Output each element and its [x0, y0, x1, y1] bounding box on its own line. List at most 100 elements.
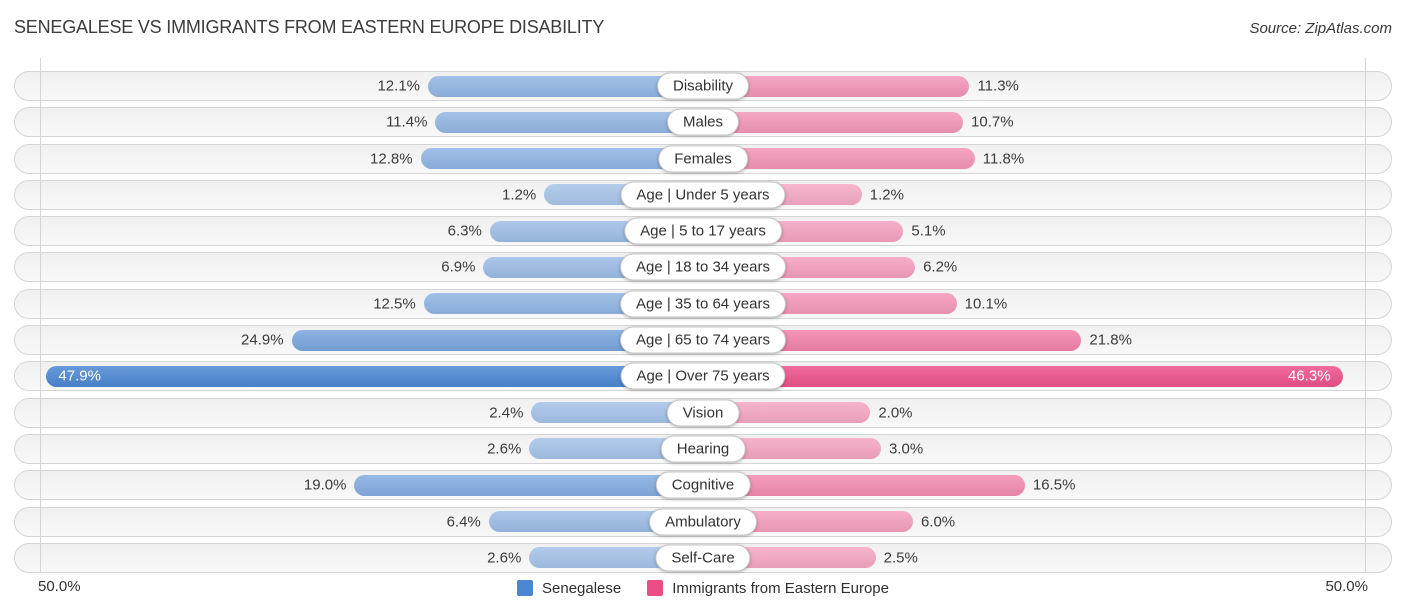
senegalese-bar [531, 402, 703, 424]
senegalese-value-label: 2.6% [487, 440, 522, 458]
immigrants-bar [703, 148, 975, 170]
legend: Senegalese Immigrants from Eastern Europ… [14, 577, 1392, 599]
senegalese-bar [420, 148, 703, 170]
immigrants-value-label: 10.1% [964, 295, 1008, 313]
category-label: Age | 35 to 64 years [636, 295, 770, 313]
senegalese-value-label: 12.8% [370, 150, 413, 168]
senegalese-bar: 47.9% [46, 365, 703, 387]
legend-label-immigrants: Immigrants from Eastern Europe [672, 579, 889, 597]
category-label: Cognitive [671, 476, 735, 494]
category-pill: Cognitive [655, 471, 751, 499]
category-pill: Vision [666, 399, 740, 427]
category-pill: Age | Over 75 years [620, 362, 786, 390]
immigrants-value-label: 6.2% [923, 258, 958, 276]
chart-row: 6.9% 6.2% Age | 18 to 34 years [14, 252, 1392, 283]
senegalese-value-label: 24.9% [241, 331, 284, 349]
chart-row: 12.5% 10.1% Age | 35 to 64 years [14, 288, 1392, 319]
immigrants-bar [703, 438, 881, 460]
category-label: Age | Over 75 years [636, 367, 770, 385]
chart-row: 2.6% 2.5% Self-Care [14, 542, 1392, 573]
senegalese-value-label: 19.0% [303, 476, 347, 494]
senegalese-bar [435, 111, 703, 133]
category-label: Age | 65 to 74 years [636, 331, 770, 349]
senegalese-bar [291, 329, 703, 351]
senegalese-bar [529, 438, 703, 460]
immigrants-value-label: 1.2% [869, 186, 904, 204]
page-title: SENEGALESE VS IMMIGRANTS FROM EASTERN EU… [14, 17, 605, 37]
chart-row: 12.1% 11.3% Disability [14, 71, 1392, 101]
chart-header: SENEGALESE VS IMMIGRANTS FROM EASTERN EU… [0, 0, 1406, 38]
category-label: Ambulatory [665, 513, 741, 531]
chart: 12.1% 11.3% Disability 11.4% 10.7% Males 12.8%… [14, 58, 1392, 573]
category-label: Females [674, 150, 732, 168]
chart-row: 1.2% 1.2% Age | Under 5 years [14, 179, 1392, 210]
legend-item-immigrants: Immigrants from Eastern Europe [647, 580, 889, 597]
senegalese-value-label: 6.3% [447, 222, 482, 240]
category-pill: Age | 35 to 64 years [620, 290, 786, 318]
legend-label-senegalese: Senegalese [542, 579, 622, 597]
gridline-right-50pct [1365, 58, 1366, 572]
category-label: Age | Under 5 years [636, 186, 770, 204]
immigrants-value-label: 46.3% [1288, 367, 1331, 385]
category-label: Vision [682, 404, 724, 422]
category-pill: Males [666, 108, 740, 136]
immigrants-bar [703, 111, 964, 133]
chart-rows: 12.1% 11.3% Disability 11.4% 10.7% Males 12.8%… [14, 58, 1392, 573]
source-label: Source: ZipAtlas.com [1249, 20, 1392, 37]
category-label: Disability [672, 77, 734, 95]
category-label: Age | 18 to 34 years [636, 258, 770, 276]
chart-row: 6.3% 5.1% Age | 5 to 17 years [14, 216, 1392, 247]
category-label: Males [682, 113, 724, 131]
senegalese-value-label: 2.6% [487, 549, 522, 567]
legend-swatch-senegalese [517, 580, 533, 596]
category-label: Age | 5 to 17 years [640, 222, 766, 240]
senegalese-bar [428, 75, 703, 97]
category-label: Hearing [676, 440, 730, 458]
category-pill: Age | 65 to 74 years [620, 326, 786, 354]
chart-row: 47.9% 46.3% Age | Over 75 years [14, 361, 1392, 392]
immigrants-value-label: 11.3% [977, 77, 1019, 95]
immigrants-value-label: 2.0% [878, 404, 913, 422]
chart-footer: 50.0% Senegalese Immigrants from Eastern… [14, 577, 1392, 599]
axis-left-label: 50.0% [38, 578, 81, 595]
category-pill: Females [658, 145, 748, 173]
senegalese-value-label: 6.4% [446, 513, 481, 531]
immigrants-value-label: 10.7% [971, 113, 1014, 131]
senegalese-value-label: 12.1% [377, 77, 421, 95]
legend-item-senegalese: Senegalese [517, 580, 621, 597]
senegalese-value-label: 11.4% [386, 113, 428, 131]
immigrants-bar [703, 329, 1082, 351]
immigrants-bar [703, 474, 1025, 496]
senegalese-bar [354, 474, 703, 496]
legend-swatch-immigrants [647, 580, 664, 596]
immigrants-value-label: 3.0% [888, 440, 924, 458]
immigrants-value-label: 2.5% [883, 549, 918, 567]
category-pill: Age | 18 to 34 years [620, 253, 786, 281]
category-label: Self-Care [671, 549, 735, 567]
immigrants-value-label: 21.8% [1089, 331, 1132, 349]
chart-row: 2.6% 3.0% Hearing [14, 433, 1392, 464]
immigrants-value-label: 5.1% [911, 222, 946, 240]
category-pill: Self-Care [655, 544, 751, 572]
chart-row: 12.8% 11.8% Females [14, 143, 1392, 174]
chart-row: 6.4% 6.0% Ambulatory [14, 506, 1392, 537]
senegalese-value-label: 2.4% [489, 404, 524, 422]
senegalese-value-label: 6.9% [441, 258, 476, 276]
immigrants-bar [703, 75, 970, 97]
immigrants-bar [703, 402, 871, 424]
senegalese-value-label: 12.5% [373, 295, 416, 313]
axis-right-label: 50.0% [1325, 578, 1368, 595]
category-pill: Hearing [660, 435, 746, 463]
category-pill: Ambulatory [649, 508, 757, 536]
chart-row: 11.4% 10.7% Males [14, 107, 1392, 138]
senegalese-value-label: 1.2% [502, 186, 537, 204]
chart-row: 2.4% 2.0% Vision [14, 397, 1392, 428]
category-pill: Age | 5 to 17 years [624, 217, 782, 245]
chart-row: 24.9% 21.8% Age | 65 to 74 years [14, 325, 1392, 356]
senegalese-value-label: 47.9% [58, 367, 101, 385]
chart-row: 19.0% 16.5% Cognitive [14, 470, 1392, 501]
category-pill: Disability [656, 72, 750, 100]
category-pill: Age | Under 5 years [620, 181, 786, 209]
immigrants-value-label: 16.5% [1032, 476, 1076, 494]
